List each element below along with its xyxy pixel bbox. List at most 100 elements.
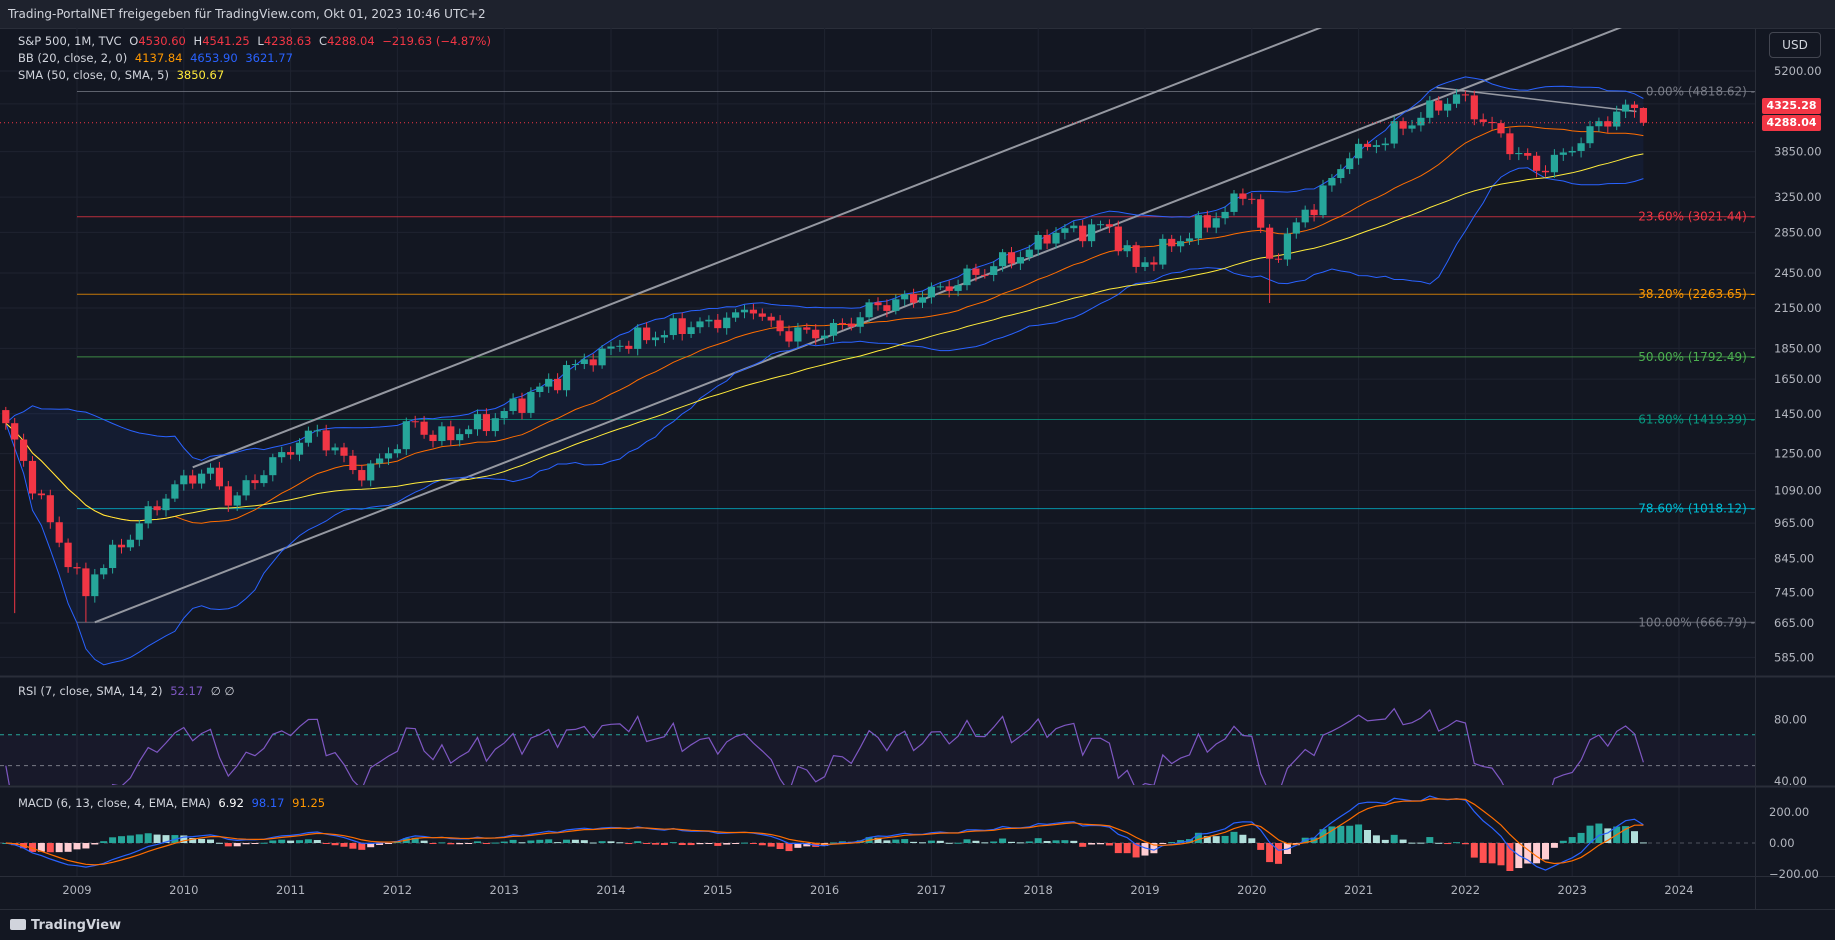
candle-body bbox=[1292, 222, 1300, 234]
candle-body bbox=[643, 327, 651, 341]
macd-line-value: 98.17 bbox=[251, 796, 285, 810]
macd-histogram-bar bbox=[260, 842, 268, 844]
high-value: 4541.25 bbox=[202, 34, 250, 48]
candle-body bbox=[1257, 199, 1265, 228]
macd-histogram-bar bbox=[723, 843, 731, 845]
macd-histogram-bar bbox=[1194, 832, 1202, 843]
macd-histogram-bar bbox=[1328, 826, 1336, 843]
macd-histogram-bar bbox=[1390, 834, 1398, 843]
macd-histogram-bar bbox=[874, 837, 882, 843]
candle-body bbox=[963, 268, 971, 286]
macd-histogram-bar bbox=[296, 840, 303, 843]
candle-body bbox=[349, 455, 357, 471]
macd-axis[interactable]: 200.00 0.00 −200.00 bbox=[1769, 805, 1819, 881]
candle-body bbox=[1408, 125, 1416, 129]
candle-body bbox=[856, 317, 864, 327]
fib-level-label: 100.00% (666.79) - bbox=[1638, 615, 1755, 629]
macd-histogram-bar bbox=[29, 843, 36, 852]
macd-histogram-bar bbox=[1595, 823, 1603, 843]
macd-histogram-bar bbox=[732, 843, 740, 844]
candle-body bbox=[1319, 185, 1327, 216]
candle-body bbox=[20, 439, 28, 461]
time-axis[interactable]: 2009 2010 2011 2012 2013 2014 2015 2016 2017 2018… bbox=[62, 883, 1693, 897]
macd-histogram-bar bbox=[1542, 843, 1549, 860]
candle-body bbox=[1061, 228, 1069, 233]
candle-body bbox=[1168, 238, 1176, 247]
macd-histogram-bar bbox=[1088, 843, 1096, 845]
macd-legend[interactable]: MACD (6, 13, close, 4, EMA, EMA) 6.92 98… bbox=[18, 796, 329, 810]
price-pane[interactable] bbox=[0, 0, 1760, 666]
candle-body bbox=[589, 359, 597, 366]
macd-histogram-bar bbox=[1275, 843, 1282, 864]
macd-histogram-bar bbox=[420, 840, 428, 843]
macd-pane[interactable] bbox=[0, 795, 1755, 871]
macd-histogram-bar bbox=[1212, 836, 1220, 843]
candle-body bbox=[1025, 249, 1033, 258]
candle-body bbox=[838, 322, 846, 324]
macd-histogram-bar bbox=[189, 837, 197, 843]
candle-body bbox=[1203, 215, 1211, 228]
close-price-tag: 4288.04 bbox=[1762, 115, 1821, 131]
macd-histogram-bar bbox=[1141, 843, 1149, 856]
chart-canvas[interactable]: 0.00% (4818.62) - 23.60% (3021.44) - 38.20… bbox=[0, 0, 1835, 909]
currency-button[interactable]: USD bbox=[1769, 32, 1821, 58]
macd-histogram-bar bbox=[180, 835, 188, 843]
macd-histogram-bar bbox=[1105, 843, 1113, 846]
candle-body bbox=[1622, 104, 1630, 112]
macd-axis-label: −200.00 bbox=[1769, 867, 1819, 881]
time-axis-label: 2011 bbox=[276, 883, 305, 897]
time-axis-label: 2023 bbox=[1558, 883, 1587, 897]
candle-body bbox=[1372, 145, 1380, 147]
time-axis-label: 2018 bbox=[1024, 883, 1053, 897]
candle-body bbox=[936, 286, 944, 288]
fib-level-label: 23.60% (3021.44) - bbox=[1638, 210, 1755, 224]
price-axis[interactable]: 5200.004600.003850.003250.002850.002450.… bbox=[1774, 64, 1822, 664]
fib-retracement-lines[interactable] bbox=[77, 90, 1760, 623]
candle-body bbox=[1630, 104, 1639, 108]
macd-histogram-bar bbox=[856, 840, 864, 843]
macd-histogram-bar bbox=[1364, 829, 1371, 843]
open-value: 4530.60 bbox=[138, 34, 186, 48]
macd-histogram-bar bbox=[46, 843, 54, 853]
macd-histogram-bar bbox=[1337, 825, 1345, 843]
macd-histogram-bar bbox=[242, 843, 250, 845]
rsi-pane[interactable] bbox=[0, 707, 1755, 815]
candle-body bbox=[999, 252, 1007, 267]
macd-histogram-bar bbox=[269, 840, 277, 843]
candle-body bbox=[571, 364, 579, 366]
macd-histogram-bar bbox=[411, 837, 419, 843]
candle-body bbox=[1399, 121, 1407, 129]
rsi-axis-label: 40.00 bbox=[1774, 774, 1807, 788]
candle-body bbox=[73, 567, 81, 569]
rsi-axis[interactable]: 80.00 40.00 bbox=[1774, 712, 1807, 788]
tradingview-logo[interactable]: TradingView bbox=[10, 918, 121, 933]
macd-histogram-bar bbox=[1150, 843, 1158, 854]
pane-separators[interactable] bbox=[0, 28, 1835, 909]
macd-histogram-bar bbox=[563, 839, 570, 843]
sma-legend[interactable]: SMA (50, close, 0, SMA, 5) 3850.67 bbox=[18, 68, 228, 82]
macd-histogram-bar bbox=[625, 843, 633, 845]
candle-body bbox=[491, 418, 499, 432]
macd-histogram-bar bbox=[456, 843, 464, 845]
candle-body bbox=[536, 386, 544, 392]
macd-histogram-bar bbox=[1399, 839, 1407, 843]
macd-histogram-bar bbox=[892, 839, 900, 843]
macd-histogram-bar bbox=[1346, 825, 1354, 843]
symbol-legend[interactable]: S&P 500, 1M, TVC O4530.60 H4541.25 L4238… bbox=[18, 34, 495, 48]
macd-histogram-bar bbox=[474, 841, 481, 843]
macd-histogram-bar bbox=[1586, 825, 1594, 843]
macd-histogram-bar bbox=[1453, 842, 1460, 844]
candle-body bbox=[527, 391, 535, 413]
bb-legend[interactable]: BB (20, close, 2, 0) 4137.84 4653.90 362… bbox=[18, 51, 297, 65]
rsi-legend[interactable]: RSI (7, close, SMA, 14, 2) 52.17 ∅ ∅ bbox=[18, 684, 238, 698]
macd-histogram-bar bbox=[64, 843, 72, 852]
candle-body bbox=[91, 574, 99, 597]
macd-histogram-bar bbox=[1266, 843, 1274, 863]
indicator-lines bbox=[5, 76, 1644, 666]
macd-histogram-bar bbox=[999, 838, 1007, 843]
candle-body bbox=[1595, 121, 1603, 127]
trend-channel[interactable] bbox=[94, 0, 1760, 624]
sma-50-line bbox=[5, 153, 1644, 522]
bollinger-upper-line bbox=[5, 76, 1644, 461]
low-value: 4238.63 bbox=[263, 34, 312, 48]
